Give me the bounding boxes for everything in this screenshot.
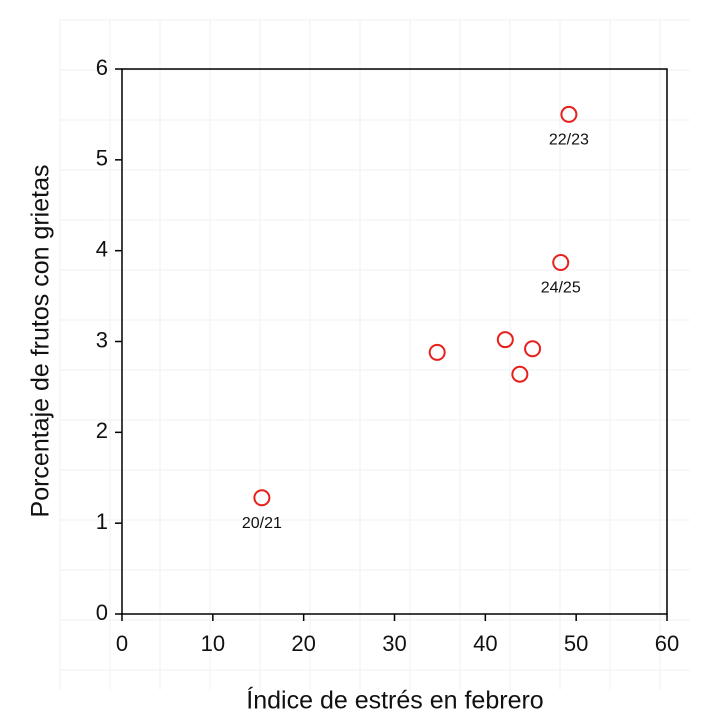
- y-tick-label: 2: [96, 418, 108, 443]
- y-tick-label: 1: [96, 509, 108, 534]
- x-tick-label: 60: [655, 631, 679, 656]
- x-tick-label: 20: [291, 631, 315, 656]
- point: [511, 365, 529, 383]
- x-tick-label: 50: [564, 631, 588, 656]
- x-tick-label: 40: [473, 631, 497, 656]
- x-axis-title: Índice de estrés en febrero: [246, 686, 543, 715]
- point-label: 22/23: [549, 132, 589, 149]
- point: [552, 253, 570, 271]
- point: [253, 489, 271, 507]
- point-label: 20/21: [242, 515, 282, 532]
- y-tick-label: 4: [96, 236, 108, 261]
- y-tick-label: 3: [96, 327, 108, 352]
- point-label: 24/25: [541, 280, 581, 297]
- y-tick-label: 0: [96, 600, 108, 625]
- y-tick-label: 5: [96, 146, 108, 171]
- x-tick-label: 10: [201, 631, 225, 656]
- x-tick-label: 30: [382, 631, 406, 656]
- point: [428, 343, 446, 361]
- point: [524, 340, 542, 358]
- background-grid: [59, 19, 690, 690]
- y-tick-label: 6: [96, 55, 108, 80]
- plot-frame: [121, 68, 668, 615]
- y-axis-title: Porcentaje de frutos con grietas: [27, 165, 55, 518]
- x-tick-label: 0: [116, 631, 128, 656]
- point: [560, 105, 578, 123]
- point: [496, 331, 514, 349]
